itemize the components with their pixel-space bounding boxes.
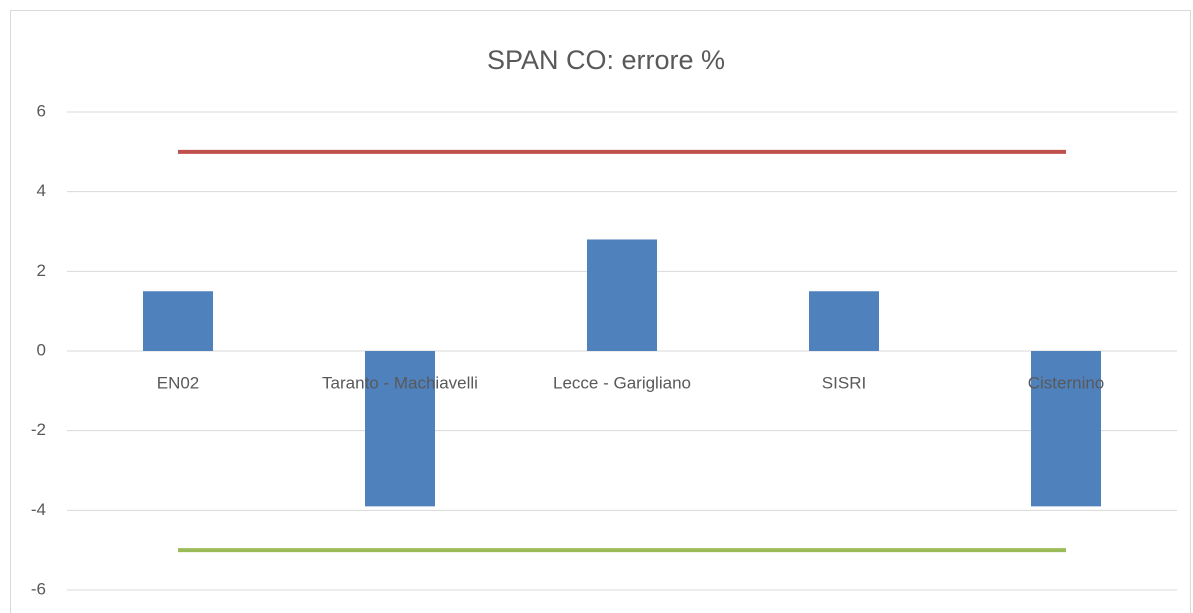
bar [587, 239, 657, 351]
y-tick-label: 4 [37, 181, 46, 200]
y-tick-label: -2 [31, 420, 46, 439]
x-tick-label: Cisternino [1028, 373, 1105, 392]
bar [1031, 351, 1101, 507]
x-tick-label: EN02 [157, 373, 200, 392]
x-tick-label: Taranto - Machiavelli [322, 373, 478, 392]
y-tick-label: 0 [37, 340, 46, 359]
y-tick-label: -6 [31, 579, 46, 598]
bar [809, 291, 879, 351]
y-tick-label: 2 [37, 261, 46, 280]
bar [143, 291, 213, 351]
y-tick-label: 6 [37, 101, 46, 120]
bar [365, 351, 435, 507]
y-tick-label: -4 [31, 500, 46, 519]
chart-title: SPAN CO: errore % [487, 45, 725, 75]
x-tick-label: Lecce - Garigliano [553, 373, 691, 392]
x-tick-label: SISRI [822, 373, 866, 392]
